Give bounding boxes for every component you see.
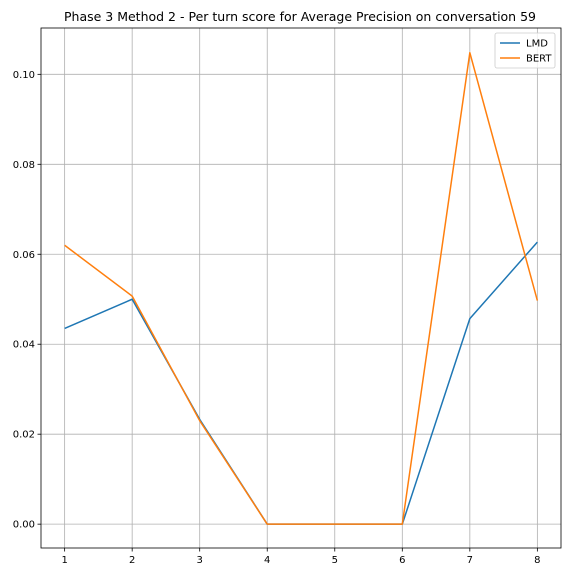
axes-frame xyxy=(40,27,562,549)
x-axis: 1 2 3 4 5 6 7 8 xyxy=(61,548,541,566)
grid-lines xyxy=(41,28,561,548)
x-tick-label: 7 xyxy=(467,555,473,566)
x-tick-label: 2 xyxy=(129,555,135,566)
chart-title: Phase 3 Method 2 - Per turn score for Av… xyxy=(64,9,536,24)
y-tick-label: 0.04 xyxy=(13,340,35,351)
x-tick-label: 6 xyxy=(399,555,405,566)
legend-label-lmd: LMD xyxy=(526,39,548,50)
legend-box xyxy=(494,32,556,69)
y-axis: 0.00 0.02 0.04 0.06 0.08 0.10 xyxy=(13,70,41,531)
series-line-lmd xyxy=(64,241,538,525)
x-tick-label: 5 xyxy=(332,555,338,566)
legend-label-bert: BERT xyxy=(526,54,552,65)
x-tick-label: 8 xyxy=(534,555,540,566)
y-tick-label: 0.00 xyxy=(13,520,35,531)
series-line-bert xyxy=(64,51,539,525)
y-tick-label: 0.02 xyxy=(13,430,35,441)
x-tick-label: 4 xyxy=(264,555,270,566)
legend: LMD BERT xyxy=(494,32,556,69)
y-tick-label: 0.10 xyxy=(13,70,35,81)
x-tick-label: 1 xyxy=(61,555,67,566)
series-lines xyxy=(64,51,539,525)
plot-frame xyxy=(40,27,562,549)
y-tick-label: 0.06 xyxy=(13,250,35,261)
y-tick-label: 0.08 xyxy=(13,160,35,171)
x-tick-label: 3 xyxy=(197,555,203,566)
